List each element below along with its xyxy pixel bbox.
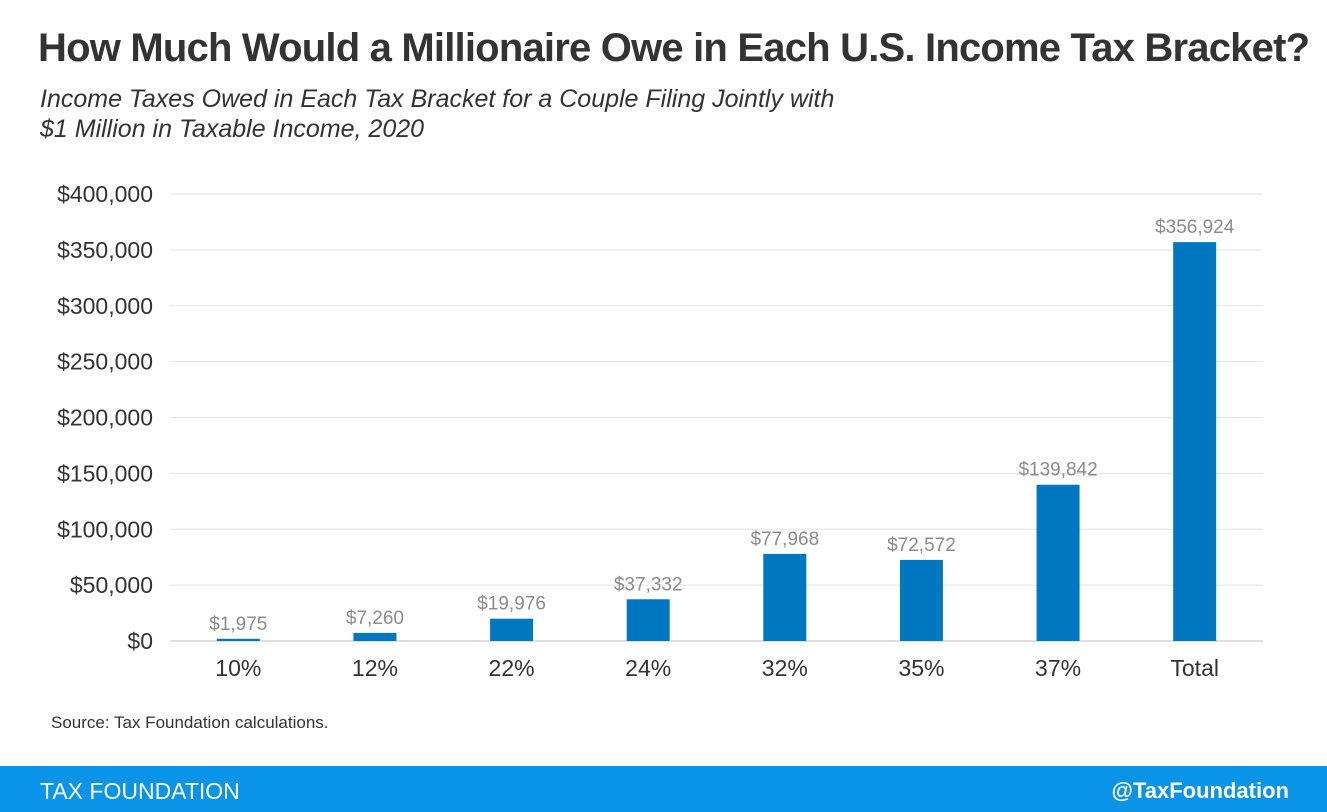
chart-title: How Much Would a Millionaire Owe in Each… [38,26,1310,70]
subtitle-line-2: $1 Million in Taxable Income, 2020 [40,115,425,143]
footer-brand: TAX FOUNDATION [40,778,240,804]
bar-chart: $0 $50,000 $100,000 $150,000 $200,000 $250,00… [57,181,1263,681]
x-tick-label: 24% [625,655,671,681]
bars [216,242,1217,641]
y-tick-label: $50,000 [70,572,153,598]
x-axis: 10% 12% 22% 24% 32% 35% 37% Total [215,655,1219,681]
bar-32pct [763,553,807,641]
x-tick-label: 12% [352,655,398,681]
footer-bar: TAX FOUNDATION @TaxFoundation [0,766,1327,812]
bar-12pct [353,632,397,641]
data-label: $37,332 [614,574,683,595]
x-tick-label: 35% [898,655,944,681]
x-tick-label: 10% [215,655,261,681]
x-tick-label: 22% [489,655,535,681]
data-label: $72,572 [887,535,956,556]
bar-total [1173,242,1217,641]
y-tick-label: $200,000 [57,405,153,431]
bar-22pct [490,618,534,641]
data-labels: $1,975 $7,260 $19,976 $37,332 $77,968 $72,572… [209,217,1234,635]
data-label: $7,260 [346,608,404,629]
y-tick-label: $100,000 [57,516,153,542]
x-tick-label: 37% [1035,655,1081,681]
footer-handle[interactable]: @TaxFoundation [1111,778,1289,803]
bar-10pct [216,638,260,641]
x-tick-label: 32% [762,655,808,681]
data-label: $77,968 [750,529,819,550]
data-label: $1,975 [209,614,267,635]
gridlines [170,193,1263,642]
subtitle-line-1: Income Taxes Owed in Each Tax Bracket fo… [40,85,835,113]
source-note: Source: Tax Foundation calculations. [51,713,329,732]
data-label: $139,842 [1018,460,1097,481]
data-label: $19,976 [477,594,546,615]
bar-24pct [626,599,670,641]
y-tick-label: $150,000 [57,460,153,486]
y-tick-label: $250,000 [57,349,153,375]
data-label: $356,924 [1155,217,1235,238]
y-tick-label: $300,000 [57,293,153,319]
bar-37pct [1036,484,1080,641]
y-axis: $0 $50,000 $100,000 $150,000 $200,000 $250,00… [57,181,153,654]
y-tick-label: $400,000 [57,181,153,207]
bar-35pct [899,559,943,641]
chart-subtitle: Income Taxes Owed in Each Tax Bracket fo… [40,84,940,144]
y-tick-label: $0 [127,628,153,654]
y-tick-label: $350,000 [57,237,153,263]
x-tick-label: Total [1170,655,1219,681]
